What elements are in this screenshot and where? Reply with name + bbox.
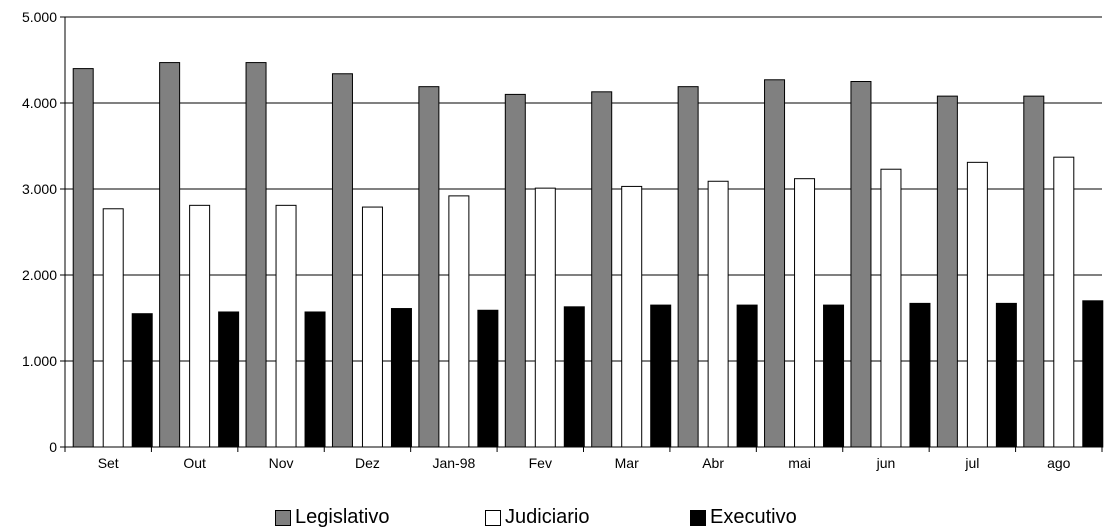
legend-label-judiciario: Judiciario xyxy=(505,506,590,528)
legend-swatch-legislativo xyxy=(275,509,291,526)
legend-swatch-judiciario xyxy=(485,509,501,526)
bar-judiciario-mar xyxy=(621,185,643,448)
bar-judiciario-jul xyxy=(966,161,988,448)
bar-legislativo-out xyxy=(159,62,181,448)
bar-legislativo-mai xyxy=(764,79,786,448)
x-tick-label: Nov xyxy=(269,455,294,471)
legend-item-legislativo: Legislativo xyxy=(275,506,390,529)
bar-executivo-set xyxy=(131,313,153,448)
bar-judiciario-mai xyxy=(794,178,816,448)
y-tick-label: 0 xyxy=(49,439,57,455)
bar-legislativo-dez xyxy=(331,73,353,448)
axes xyxy=(60,16,1103,452)
bar-executivo-fev xyxy=(563,306,585,448)
bar-executivo-jul xyxy=(995,302,1017,448)
bar-judiciario-fev xyxy=(534,187,556,448)
y-tick-label: 4.000 xyxy=(22,95,57,111)
bar-legislativo-jul xyxy=(936,95,958,448)
legend-label-legislativo: Legislativo xyxy=(295,506,390,528)
bar-judiciario-out xyxy=(189,204,211,448)
x-tick-label: Mar xyxy=(615,455,639,471)
bar-judiciario-set xyxy=(102,208,124,448)
legend: Legislativo Judiciario Executivo xyxy=(0,506,1107,531)
x-tick-label: Fev xyxy=(529,455,552,471)
x-tick-labels: Set Out Nov Dez Jan-98 Fev Mar Abr mai jun jul ago xyxy=(98,455,1071,471)
x-tick-label: ago xyxy=(1047,455,1071,471)
bar-judiciario-jan-98 xyxy=(448,195,470,448)
bar-judiciario-ago xyxy=(1053,156,1075,448)
x-tick-label: mai xyxy=(788,455,811,471)
bar-executivo-ago xyxy=(1082,300,1104,448)
legend-swatch-executivo xyxy=(690,509,706,526)
bar-judiciario-jun xyxy=(880,168,902,448)
x-tick-label: Abr xyxy=(702,455,724,471)
x-tick-label: Set xyxy=(98,455,119,471)
bar-legislativo-abr xyxy=(677,86,699,448)
bar-legislativo-jun xyxy=(850,81,872,448)
bar-judiciario-nov xyxy=(275,204,297,448)
y-tick-label: 3.000 xyxy=(22,181,57,197)
y-tick-label: 2.000 xyxy=(22,267,57,283)
bars xyxy=(72,62,1104,448)
legend-label-executivo: Executivo xyxy=(710,506,797,528)
bar-executivo-abr xyxy=(736,304,758,448)
legend-item-executivo: Executivo xyxy=(690,506,797,529)
bar-executivo-jan-98 xyxy=(477,309,499,448)
x-tick-label: jun xyxy=(876,455,896,471)
bar-executivo-nov xyxy=(304,311,326,448)
bar-legislativo-mar xyxy=(591,91,613,448)
bar-legislativo-set xyxy=(72,68,94,448)
bar-legislativo-fev xyxy=(504,93,526,448)
y-tick-label: 1.000 xyxy=(22,353,57,369)
x-tick-label: jul xyxy=(964,455,979,471)
bar-judiciario-abr xyxy=(707,180,729,448)
bar-legislativo-jan-98 xyxy=(418,86,440,448)
bar-judiciario-dez xyxy=(361,206,383,448)
y-tick-labels: 0 1.000 2.000 3.000 4.000 5.000 xyxy=(22,9,57,455)
bar-legislativo-nov xyxy=(245,62,267,448)
bar-executivo-mar xyxy=(650,304,672,448)
legend-item-judiciario: Judiciario xyxy=(485,506,589,529)
bar-legislativo-ago xyxy=(1023,95,1045,448)
x-tick-label: Jan-98 xyxy=(432,455,475,471)
bar-executivo-out xyxy=(218,311,240,448)
y-tick-label: 5.000 xyxy=(22,9,57,25)
bar-executivo-dez xyxy=(390,308,412,448)
x-tick-label: Dez xyxy=(355,455,380,471)
x-tick-label: Out xyxy=(183,455,206,471)
bar-executivo-mai xyxy=(823,304,845,448)
bar-executivo-jun xyxy=(909,302,931,448)
